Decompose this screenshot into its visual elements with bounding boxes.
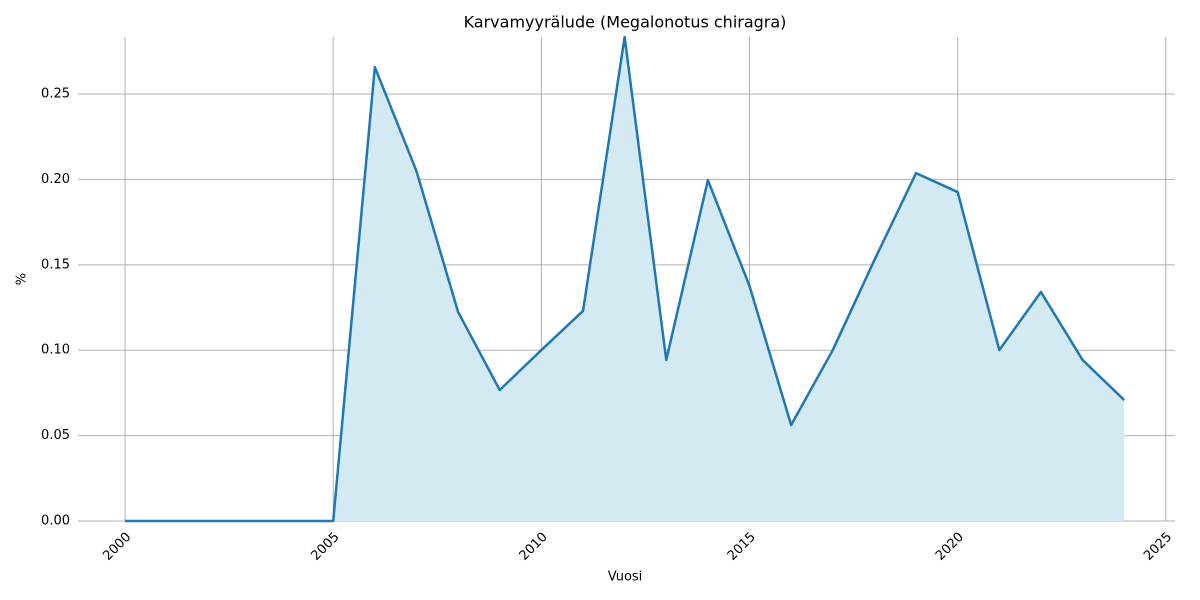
y-tick-label: 0.00: [41, 514, 70, 529]
x-tick-label: 2000: [100, 530, 134, 564]
x-tick-label: 2025: [1141, 530, 1175, 564]
area-fill: [125, 37, 1125, 521]
y-tick-label: 0.25: [41, 87, 70, 102]
chart-title: Karvamyyrälude (Megalonotus chiragra): [464, 13, 787, 32]
y-axis-label: %: [15, 273, 30, 285]
x-tick-label: 2005: [308, 530, 342, 564]
x-tick-label: 2020: [933, 530, 967, 564]
x-tick-label: 2010: [517, 530, 551, 564]
y-tick-label: 0.15: [41, 257, 70, 272]
x-axis-label: Vuosi: [608, 570, 643, 585]
y-tick-label: 0.20: [41, 172, 70, 187]
y-tick-label: 0.05: [41, 428, 70, 443]
line: [125, 35, 1126, 523]
x-tick-label: 2015: [725, 530, 759, 564]
y-tick-label: 0.10: [41, 343, 70, 358]
